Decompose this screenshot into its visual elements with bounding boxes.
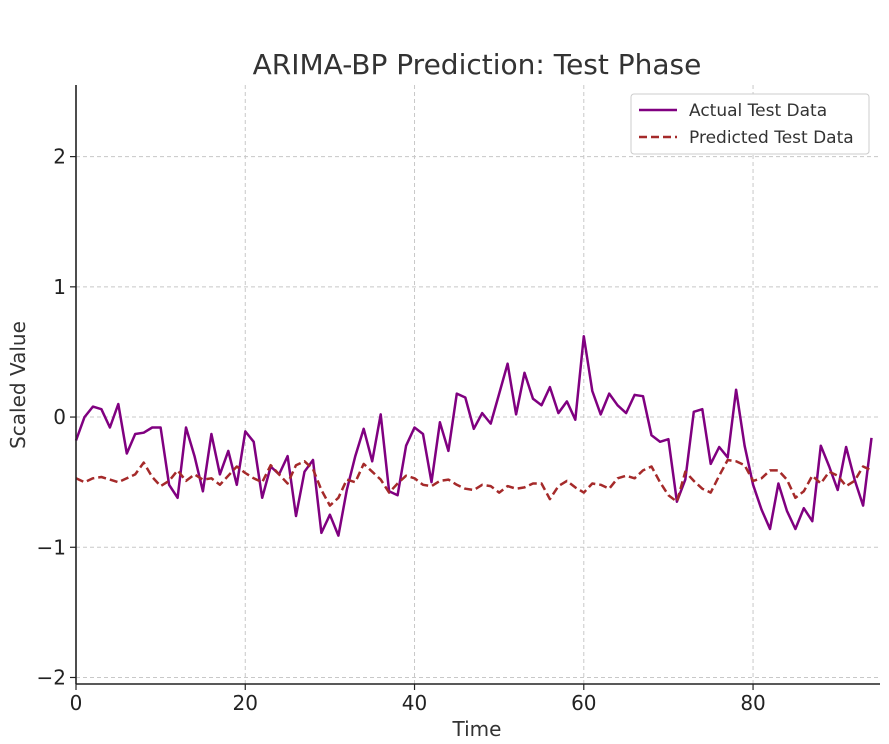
x-tick-label: 40 <box>402 691 427 715</box>
legend-label-predicted: Predicted Test Data <box>689 128 854 148</box>
series-lines <box>74 335 873 537</box>
chart-title: ARIMA-BP Prediction: Test Phase <box>253 48 702 81</box>
x-axis-label: Time <box>452 717 502 741</box>
series-line-actual <box>74 335 873 537</box>
y-tick-label: 1 <box>53 275 66 299</box>
y-tick-label: −1 <box>37 535 66 559</box>
grid <box>75 85 880 684</box>
y-tick-label: −2 <box>37 665 66 689</box>
x-tick-label: 80 <box>740 691 765 715</box>
legend-box <box>630 93 870 155</box>
y-tick-label: 2 <box>53 145 66 169</box>
x-tick-label: 60 <box>571 691 596 715</box>
axes <box>75 85 880 685</box>
x-tick-label: 0 <box>70 691 83 715</box>
legend: Actual Test Data Predicted Test Data <box>630 93 870 155</box>
series-line-predicted <box>75 458 873 507</box>
tick-labels: 0 20 40 60 80 −2 −1 0 1 2 <box>37 145 766 715</box>
y-axis-label: Scaled Value <box>6 321 30 449</box>
x-tick-label: 20 <box>233 691 258 715</box>
y-tick-label: 0 <box>53 405 66 429</box>
legend-label-actual: Actual Test Data <box>689 101 827 121</box>
